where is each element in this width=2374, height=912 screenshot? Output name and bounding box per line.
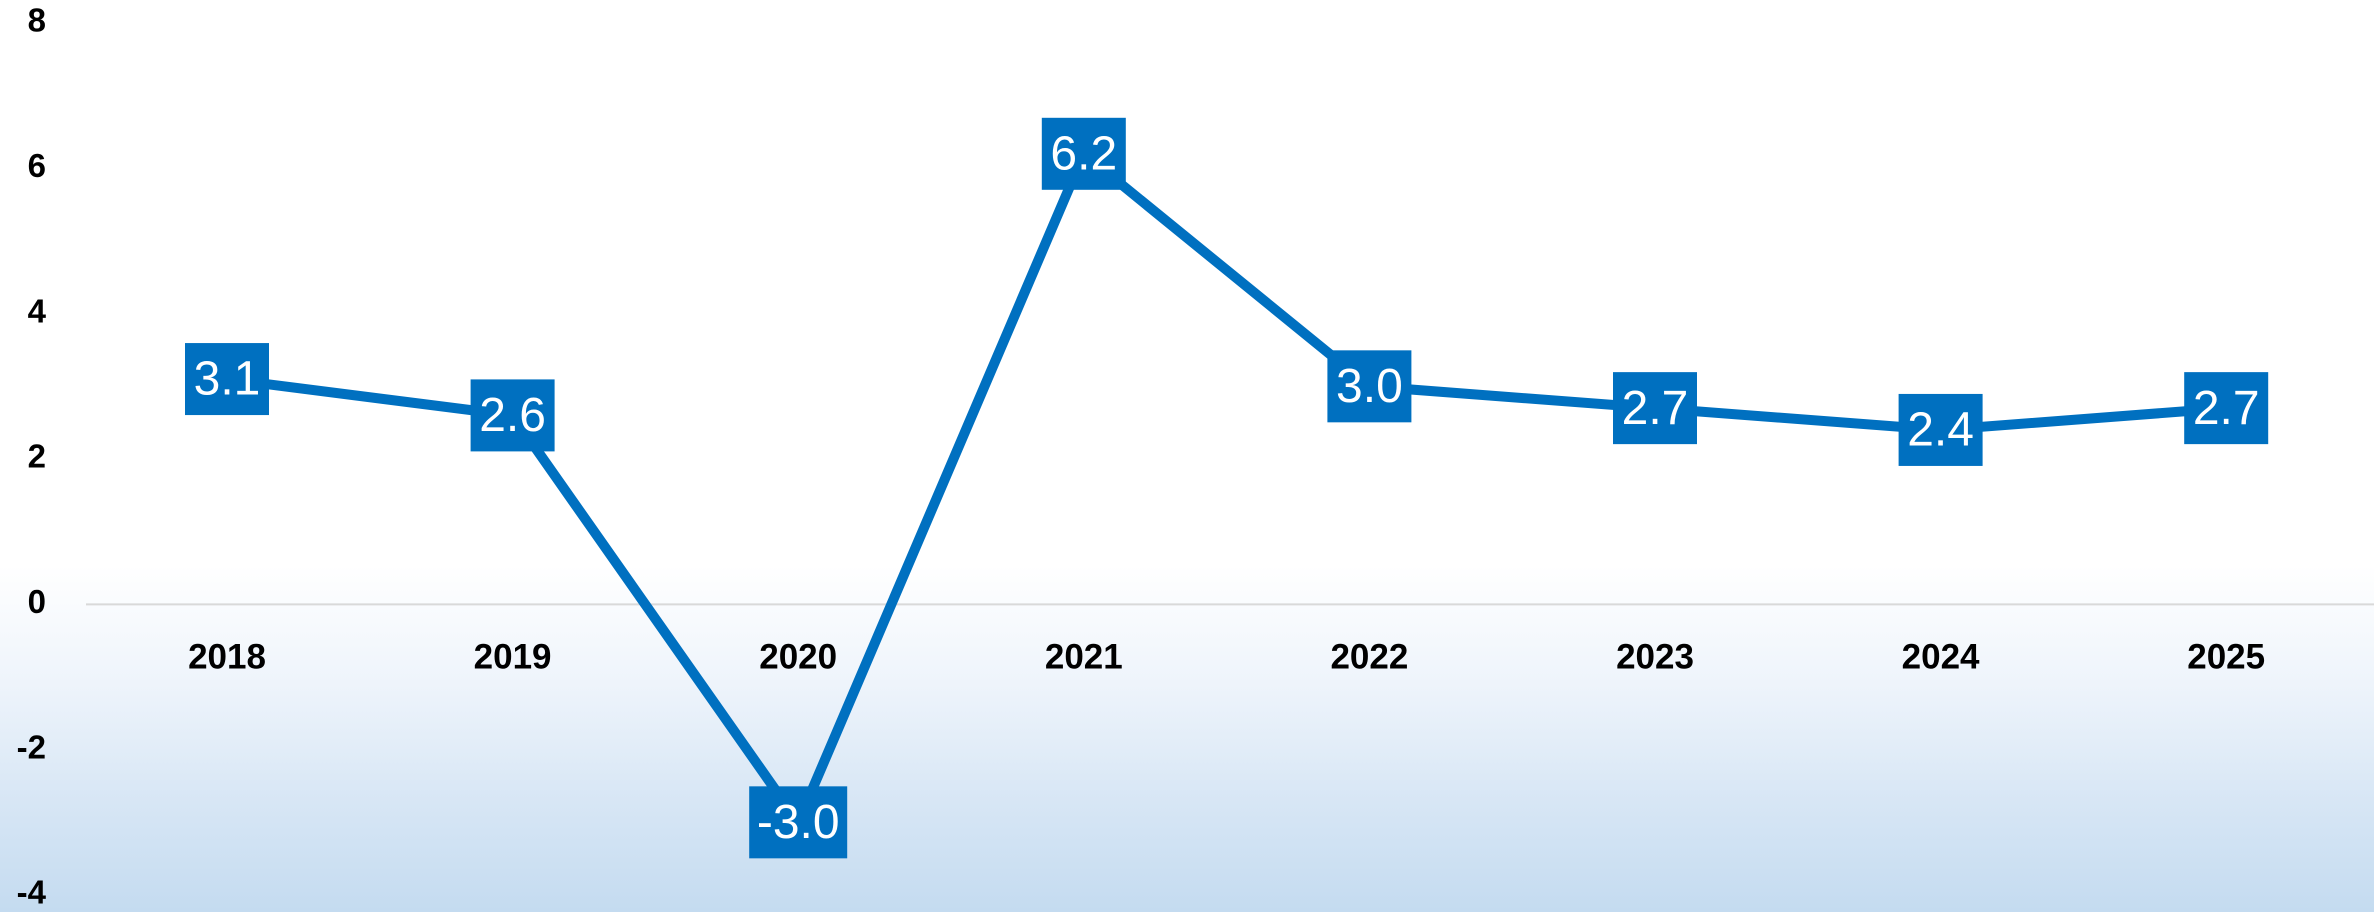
- y-tick-label: -4: [17, 874, 47, 911]
- y-tick-label: 0: [28, 583, 46, 620]
- x-tick-label: 2022: [1330, 638, 1408, 677]
- y-tick-label: 4: [28, 292, 47, 329]
- data-label-box: [1613, 372, 1697, 445]
- data-label-box: [470, 379, 555, 452]
- x-tick-label: 2025: [2187, 638, 2265, 677]
- y-tick-label: -2: [17, 728, 46, 765]
- data-label: 2.7: [2193, 382, 2260, 435]
- data-label-box: [1327, 350, 1412, 423]
- data-label-box: [1041, 117, 1126, 190]
- data-label-box: [185, 343, 269, 416]
- y-tick-label: 6: [28, 147, 46, 184]
- y-tick-label: 2: [28, 438, 46, 475]
- data-label: 6.2: [1050, 127, 1117, 180]
- data-label: 2.6: [479, 389, 546, 442]
- x-tick-label: 2023: [1616, 638, 1694, 677]
- data-label-box: [1898, 393, 1983, 466]
- data-label: 3.1: [194, 353, 261, 406]
- y-tick-label: 8: [28, 2, 46, 39]
- x-tick-label: 2020: [759, 638, 837, 677]
- data-label: 2.4: [1907, 404, 1974, 457]
- data-label-box: [749, 786, 848, 859]
- data-label: -3.0: [757, 796, 840, 849]
- x-tick-label: 2019: [474, 638, 552, 677]
- data-label: 3.0: [1336, 360, 1403, 413]
- data-label: 2.7: [1622, 382, 1689, 435]
- data-line: [226, 148, 2227, 828]
- x-tick-label: 2018: [188, 638, 266, 677]
- x-tick-label: 2024: [1902, 638, 1980, 677]
- data-label-box: [2184, 372, 2269, 445]
- x-tick-label: 2021: [1045, 638, 1123, 677]
